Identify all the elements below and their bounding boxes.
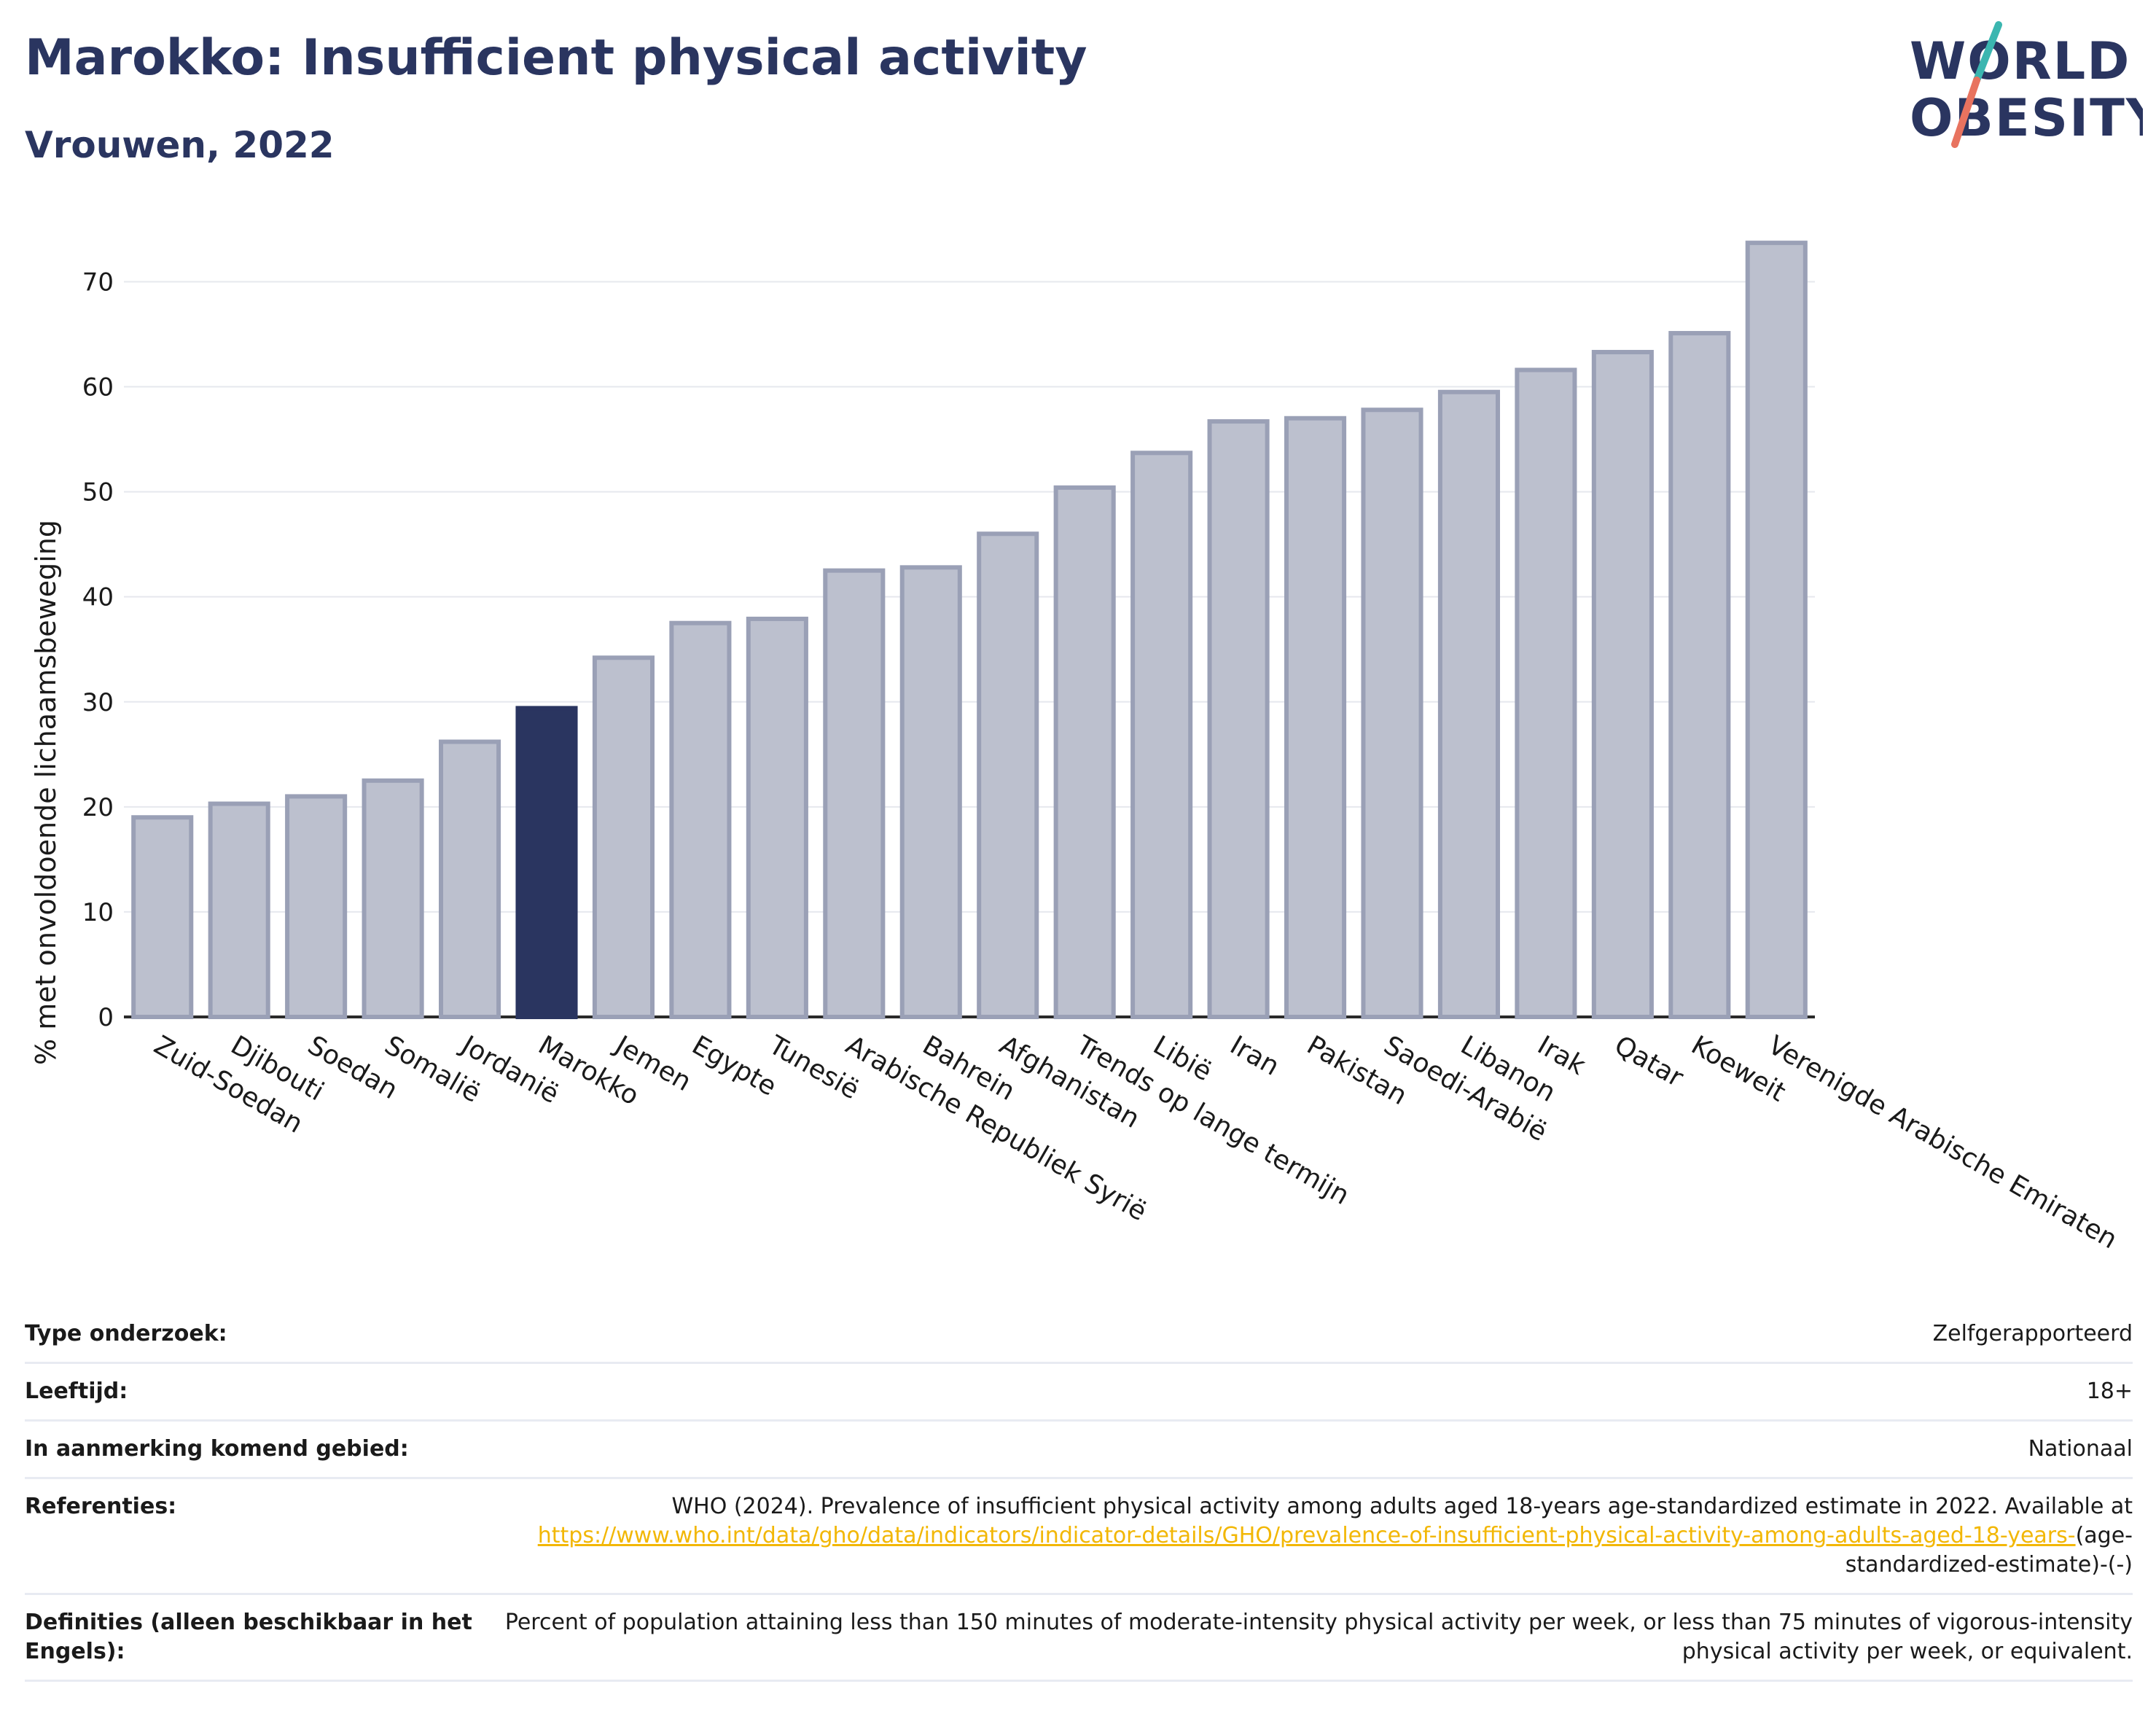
world-obesity-logo: WORLD OBESITY: [1910, 21, 2143, 148]
bar: [439, 739, 501, 1020]
bars: [131, 241, 1808, 1020]
bar: [1053, 485, 1116, 1019]
info-row-definitions: Definities (alleen beschikbaar in het En…: [25, 1595, 2133, 1682]
bar: [362, 778, 424, 1020]
x-tick-label: Iran: [1225, 1030, 1284, 1082]
y-tick-label: 60: [82, 373, 114, 402]
bar: [1130, 451, 1193, 1019]
y-tick-label: 0: [98, 1003, 114, 1032]
x-axis-labels: Zuid-SoedanDjiboutiSoedanSomaliëJordanië…: [149, 1029, 2122, 1255]
y-tick-label: 40: [82, 583, 114, 612]
info-value: Zelfgerapporteerd: [1932, 1321, 2133, 1346]
logo-line1: WORLD: [1910, 31, 2130, 91]
bar: [977, 531, 1039, 1020]
info-label: Definities (alleen beschikbaar in het En…: [25, 1610, 472, 1664]
bar-chart: 0 10 20 30 40 50 60 70 Zuid-SoedanDjiboutiSoeda…: [30, 241, 2122, 1255]
info-value: 18+: [2086, 1379, 2133, 1404]
bar: [285, 794, 348, 1019]
y-tick-label: 20: [82, 793, 114, 822]
x-tick-label: Verenigde Arabische Emiraten: [1763, 1030, 2122, 1255]
bar: [131, 815, 194, 1019]
info-row-area: In aanmerking komend gebied: Nationaal: [25, 1422, 2133, 1479]
references-value: WHO (2024). Prevalence of insufficient p…: [477, 1492, 2133, 1580]
bar: [1207, 419, 1270, 1019]
info-row-references: Referenties: WHO (2024). Prevalence of i…: [25, 1479, 2133, 1595]
reference-link[interactable]: https://www.who.int/data/gho/data/indica…: [537, 1523, 2076, 1548]
y-tick-label: 70: [82, 268, 114, 297]
reference-text: WHO (2024). Prevalence of insufficient p…: [671, 1494, 2133, 1519]
info-table: Type onderzoek: Zelfgerapporteerd Leefti…: [25, 1306, 2133, 1682]
logo-slash-teal: [1973, 21, 2002, 84]
info-row-age: Leeftijd: 18+: [25, 1364, 2133, 1422]
page-title: Marokko: Insufficient physical activity: [25, 29, 1087, 87]
x-tick-label: Qatar: [1609, 1030, 1688, 1093]
info-row-survey-type: Type onderzoek: Zelfgerapporteerd: [25, 1306, 2133, 1364]
bar: [1361, 408, 1423, 1019]
bar: [208, 801, 270, 1019]
bar: [1515, 367, 1577, 1019]
y-axis-title: % met onvoldoende lichaamsbeweging: [30, 520, 62, 1065]
y-tick-label: 30: [82, 688, 114, 717]
logo-slash-coral: [1951, 77, 1980, 148]
bar: [746, 616, 808, 1019]
info-label: Leeftijd:: [25, 1379, 128, 1404]
bar: [823, 568, 886, 1019]
info-label: Type onderzoek:: [25, 1321, 227, 1346]
reference-suffix: (age-standardized-estimate)-(-): [1845, 1523, 2133, 1578]
bar: [669, 620, 732, 1019]
x-tick-label: Egypte: [687, 1030, 781, 1102]
y-tick-label: 10: [82, 898, 114, 927]
page-subtitle: Vrouwen, 2022: [25, 124, 335, 166]
bar: [1591, 349, 1654, 1019]
bar: [1745, 241, 1808, 1019]
bar: [899, 565, 962, 1019]
bar: [592, 655, 655, 1019]
y-tick-label: 50: [82, 478, 114, 507]
info-value: Nationaal: [2028, 1436, 2133, 1462]
bar: [1437, 389, 1500, 1019]
logo-line2: OBESITY: [1910, 88, 2143, 148]
bar: [1284, 416, 1347, 1019]
info-label: In aanmerking komend gebied:: [25, 1436, 409, 1462]
bar-highlighted: [515, 706, 578, 1019]
y-axis-ticks: 0 10 20 30 40 50 60 70: [82, 268, 114, 1032]
info-label: Referenties:: [25, 1494, 177, 1519]
bar: [1668, 331, 1731, 1019]
info-value: Percent of population attaining less tha…: [504, 1610, 2133, 1664]
